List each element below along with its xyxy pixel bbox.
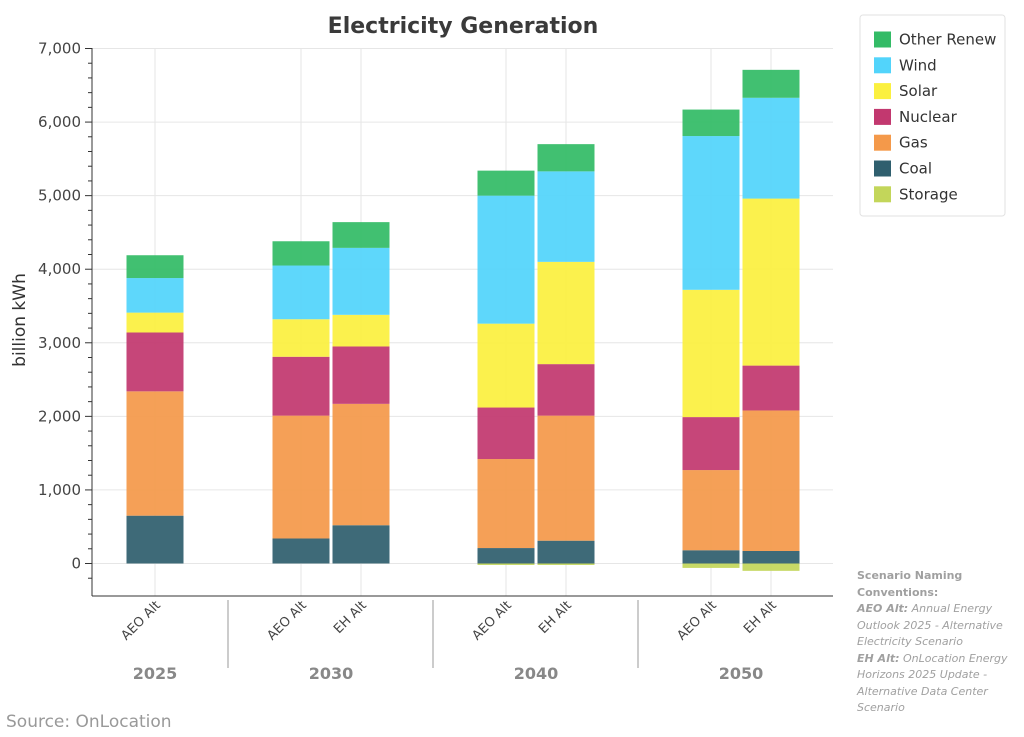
- note-eh: EH Alt: OnLocation Energy Horizons 2025 …: [857, 651, 1017, 717]
- bar-other-renew-2030-aeo-alt: [272, 241, 330, 266]
- bar-wind-2050-aeo-alt: [682, 136, 740, 290]
- bar-solar-2050-eh-alt: [742, 198, 800, 366]
- bar-gas-2040-eh-alt: [537, 415, 595, 541]
- y-tick-label: 1,000: [38, 481, 81, 499]
- y-tick-label: 4,000: [38, 260, 81, 278]
- bar-coal-2040-eh-alt: [537, 540, 595, 564]
- bar-wind-2040-eh-alt: [537, 171, 595, 262]
- legend-box: [859, 14, 1006, 217]
- bar-wind-2030-eh-alt: [332, 247, 390, 315]
- bar-nuclear-2050-aeo-alt: [682, 417, 740, 471]
- source-note: Source: OnLocation: [6, 712, 172, 732]
- bar-storage-2040-aeo-alt: [477, 563, 535, 565]
- bar-nuclear-2030-aeo-alt: [272, 356, 330, 416]
- group-label-2050: 2050: [719, 664, 764, 683]
- scenario-notes: Scenario Naming Conventions: AEO Alt: An…: [857, 568, 1017, 717]
- bar-other-renew-2025-aeo-alt: [126, 255, 184, 279]
- note-eh-term: EH Alt:: [857, 651, 900, 665]
- y-tick-label: 7,000: [38, 40, 81, 58]
- x-category-label: AEO Alt: [119, 598, 164, 643]
- bar-coal-2050-eh-alt: [742, 550, 800, 564]
- bar-storage-2040-eh-alt: [537, 563, 595, 565]
- bar-coal-2040-aeo-alt: [477, 548, 535, 564]
- x-category-label: EH Alt: [741, 598, 780, 637]
- bar-other-renew-2050-eh-alt: [742, 69, 800, 98]
- group-label-2030: 2030: [309, 664, 354, 683]
- y-tick-label: 2,000: [38, 407, 81, 425]
- x-category-label: AEO Alt: [675, 598, 720, 643]
- legend-label-nuclear: Nuclear: [899, 108, 958, 126]
- bar-other-renew-2040-aeo-alt: [477, 170, 535, 196]
- bar-nuclear-2040-eh-alt: [537, 364, 595, 416]
- legend-label-solar: Solar: [899, 82, 938, 100]
- chart-title: Electricity Generation: [328, 14, 599, 39]
- y-tick-label: 5,000: [38, 187, 81, 205]
- bar-coal-2025-aeo-alt: [126, 515, 184, 564]
- bar-other-renew-2040-eh-alt: [537, 144, 595, 172]
- x-category-label: AEO Alt: [265, 598, 310, 643]
- note-eh-text: OnLocation Energy Horizons 2025 Update -…: [857, 651, 1008, 715]
- bar-solar-2050-aeo-alt: [682, 289, 740, 418]
- bar-solar-2030-eh-alt: [332, 314, 390, 347]
- y-tick-label: 0: [71, 555, 81, 573]
- bar-nuclear-2040-aeo-alt: [477, 407, 535, 460]
- legend-label-gas: Gas: [899, 134, 928, 152]
- bar-solar-2030-aeo-alt: [272, 319, 330, 357]
- note-aeo: AEO Alt: Annual Energy Outlook 2025 - Al…: [857, 601, 1017, 651]
- bar-nuclear-2030-eh-alt: [332, 346, 390, 404]
- legend-label-storage: Storage: [899, 185, 958, 203]
- legend-swatch-nuclear: [874, 108, 891, 125]
- bar-other-renew-2050-aeo-alt: [682, 109, 740, 137]
- bar-gas-2050-aeo-alt: [682, 470, 740, 551]
- bar-gas-2050-eh-alt: [742, 410, 800, 551]
- legend-swatch-solar: [874, 83, 891, 100]
- y-tick-label: 3,000: [38, 334, 81, 352]
- note-aeo-text: Annual Energy Outlook 2025 - Alternative…: [857, 602, 1003, 648]
- legend-swatch-storage: [874, 186, 891, 203]
- bar-wind-2040-aeo-alt: [477, 195, 535, 324]
- bar-storage-2050-aeo-alt: [682, 563, 740, 568]
- x-category-label: EH Alt: [331, 598, 370, 637]
- group-label-2025: 2025: [133, 664, 178, 683]
- y-tick-label: 6,000: [38, 113, 81, 131]
- bar-coal-2030-eh-alt: [332, 525, 390, 564]
- bars: [126, 69, 800, 571]
- bar-wind-2025-aeo-alt: [126, 278, 184, 313]
- legend-label-wind: Wind: [899, 56, 937, 74]
- x-category-label: EH Alt: [536, 598, 575, 637]
- legend-swatch-gas: [874, 134, 891, 151]
- bar-wind-2050-eh-alt: [742, 97, 800, 199]
- bar-gas-2025-aeo-alt: [126, 391, 184, 516]
- bar-nuclear-2025-aeo-alt: [126, 332, 184, 392]
- legend-label-coal: Coal: [899, 160, 932, 178]
- legend-swatch-wind: [874, 57, 891, 74]
- x-category-label: AEO Alt: [470, 598, 515, 643]
- legend: Other Renew Wind Solar Nuclear Gas Coal Storag…: [859, 14, 1006, 217]
- notes-heading: Scenario Naming Conventions:: [857, 569, 963, 599]
- legend-swatch-other-renew: [874, 31, 891, 48]
- note-aeo-term: AEO Alt:: [857, 602, 909, 615]
- y-axis: 0 1,000 2,000 3,000 4,000 5,000 6,000 7,000: [38, 40, 93, 596]
- bar-coal-2030-aeo-alt: [272, 538, 330, 564]
- x-axis: AEO Alt AEO Alt EH Alt AEO Alt EH Alt AEO Alt…: [92, 595, 833, 683]
- legend-swatch-coal: [874, 160, 891, 177]
- bar-gas-2030-eh-alt: [332, 403, 390, 526]
- bar-solar-2040-aeo-alt: [477, 323, 535, 408]
- group-label-2040: 2040: [514, 664, 559, 683]
- legend-label-other-renew: Other Renew: [899, 31, 996, 49]
- y-axis-label: billion kWh: [10, 273, 30, 367]
- bar-gas-2030-aeo-alt: [272, 415, 330, 539]
- bar-nuclear-2050-eh-alt: [742, 365, 800, 411]
- bar-solar-2040-eh-alt: [537, 261, 595, 365]
- bar-gas-2040-aeo-alt: [477, 459, 535, 549]
- bar-coal-2050-aeo-alt: [682, 550, 740, 564]
- bar-solar-2025-aeo-alt: [126, 312, 184, 333]
- bar-storage-2050-eh-alt: [742, 563, 800, 571]
- bar-other-renew-2030-eh-alt: [332, 222, 390, 248]
- bar-wind-2030-aeo-alt: [272, 265, 330, 320]
